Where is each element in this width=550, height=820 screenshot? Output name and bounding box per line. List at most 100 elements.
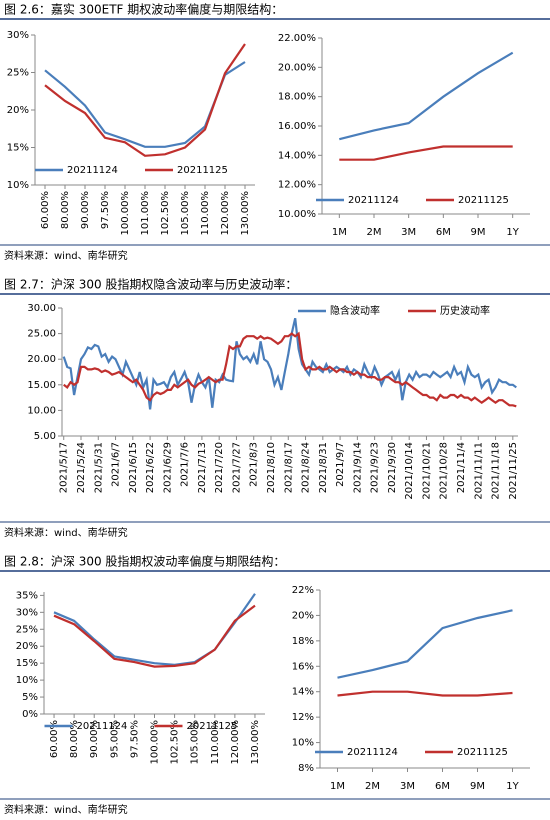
x-tick-label: 2021/10/21 [421,442,432,500]
legend-label: 20211125 [458,195,509,206]
y-tick-label: 20% [7,105,29,116]
x-tick-label: 2021/5/31 [93,442,104,493]
y-tick-label: 18.00% [278,92,316,103]
caption: 图 2.7：沪深 300 股指期权隐含波动率与历史波动率： [4,277,297,292]
x-tick-label: 110.00% [210,720,221,765]
y-tick-label: 10% [292,738,314,749]
x-tick-label: 2M [365,781,380,792]
legend-label: 20211124 [67,165,118,176]
x-tick-label: 100.00% [150,720,161,765]
x-tick-label: 2021/6/7 [111,442,122,487]
x-tick-label: 2021/8/17 [283,442,294,493]
x-tick-label: 9M [470,781,485,792]
x-tick-label: 2021/5/17 [59,442,70,493]
x-tick-label: 102.50% [160,191,171,236]
series-line [44,43,246,157]
y-tick-label: 25.00 [27,329,56,340]
x-tick-label: 2021/7/6 [180,442,191,487]
y-tick-label: 14% [292,687,314,698]
x-tick-label: 2021/10/28 [439,442,450,500]
x-tick-label: 2021/10/14 [404,442,415,500]
legend-label: 历史波动率 [440,304,490,317]
y-tick-label: 10% [7,180,29,191]
x-tick-label: 2021/11/11 [473,442,484,500]
x-tick-label: 97.50% [100,191,111,229]
x-tick-label: 97.50% [129,720,140,758]
x-tick-label: 102.50% [170,720,181,765]
x-tick-label: 2021/6/15 [128,442,139,493]
x-tick-label: 60.00% [49,720,60,758]
x-tick-label: 105.00% [190,720,201,765]
x-tick-label: 9M [471,227,486,238]
x-tick-label: 1Y [506,781,519,792]
series-line [337,690,513,697]
x-tick-label: 105.00% [180,191,191,236]
y-tick-label: 25% [16,624,38,635]
x-tick-label: 1Y [506,227,519,238]
y-tick-label: 20.00 [27,354,56,365]
legend-label: 20211125 [177,165,228,176]
series-line [53,593,256,667]
y-tick-label: 22% [292,585,314,596]
series-line [53,604,256,668]
x-tick-label: 90.00% [89,720,100,758]
x-tick-label: 2021/11/18 [491,442,502,500]
legend-label: 20211124 [77,721,128,732]
y-tick-label: 30% [16,607,38,618]
x-tick-label: 2021/8/10 [266,442,277,493]
x-tick-label: 100.00% [120,191,131,236]
x-tick-label: 2021/8/31 [318,442,329,493]
series-line [63,331,517,408]
x-tick-label: 3M [400,781,415,792]
x-tick-label: 2021/6/29 [162,442,173,493]
x-tick-label: 2021/11/4 [456,442,467,493]
y-tick-label: 10.00 [27,405,56,416]
x-tick-label: 60.00% [40,191,51,229]
x-tick-label: 2021/9/14 [352,442,363,493]
y-tick-label: 35% [16,590,38,601]
y-tick-label: 12% [292,712,314,723]
x-tick-label: 80.00% [69,720,80,758]
x-tick-label: 90.00% [80,191,91,229]
y-tick-label: 5.00 [34,431,56,442]
caption: 图 2.6：嘉实 300ETF 期权波动率偏度与期限结构： [4,2,283,17]
x-tick-label: 130.00% [240,191,251,236]
x-tick-label: 2021/7/13 [197,442,208,493]
series-line [337,609,513,679]
x-tick-label: 110.00% [200,191,211,236]
legend-label: 20211124 [347,747,398,758]
x-tick-label: 3M [401,227,416,238]
y-tick-label: 8% [298,763,314,774]
source: 资料来源：wind、南华研究 [4,249,128,262]
x-tick-label: 120.00% [220,191,231,236]
legend-label: 20211125 [457,747,508,758]
x-tick-label: 2021/9/23 [370,442,381,493]
series-line [339,145,513,161]
y-tick-label: 12.00% [278,180,316,191]
x-tick-label: 2021/9/30 [387,442,398,493]
x-tick-label: 101.00% [140,191,151,236]
legend-label: 20211124 [348,195,399,206]
y-tick-label: 20.00% [278,62,316,73]
y-tick-label: 15% [7,143,29,154]
x-tick-label: 130.00% [250,720,261,765]
x-tick-label: 2021/8/24 [301,442,312,493]
x-tick-label: 1M [332,227,347,238]
x-tick-label: 2021/8/3 [249,442,260,487]
y-tick-label: 14.00% [278,150,316,161]
x-tick-label: 2021/9/7 [335,442,346,487]
y-tick-label: 30% [7,30,29,41]
y-tick-label: 20% [16,641,38,652]
x-tick-label: 6M [436,227,451,238]
series-line [339,51,514,141]
x-tick-label: 2021/6/22 [145,442,156,493]
x-tick-label: 95.00% [109,720,120,758]
x-tick-label: 2M [367,227,382,238]
y-tick-label: 30.00 [27,303,56,314]
y-tick-label: 15.00 [27,380,56,391]
y-tick-label: 22.00% [278,33,316,44]
x-tick-label: 120.00% [230,720,241,765]
series-line [62,317,517,410]
y-tick-label: 20% [292,610,314,621]
